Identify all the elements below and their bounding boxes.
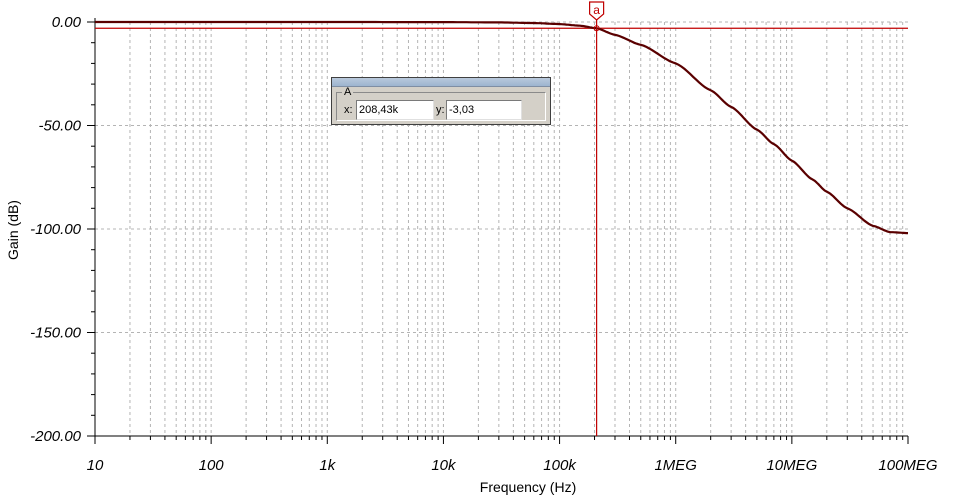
x-tick-label: 1k <box>319 457 336 474</box>
cursor-marker-label: a <box>593 3 600 17</box>
x-tick-label: 100 <box>199 457 225 474</box>
y-tick-label: -50.00 <box>38 118 81 135</box>
y-tick-labels: 0.00 -50.00 -100.00 -150.00 -200.00 <box>30 14 82 445</box>
cursor-point <box>593 25 600 32</box>
x-axis-title: Frequency (Hz) <box>480 479 576 495</box>
x-tick-label: 100MEG <box>878 457 938 474</box>
grid <box>95 21 908 436</box>
x-tick-label: 10 <box>87 457 104 474</box>
panel-titlebar[interactable] <box>332 78 550 87</box>
x-field-label: x: <box>344 104 353 116</box>
cursor-group-box <box>336 92 546 121</box>
series-layer <box>95 20 908 235</box>
y-field-label: y: <box>436 104 445 116</box>
y-tick-label: -200.00 <box>30 428 82 445</box>
x-tick-label: 1MEG <box>654 457 697 474</box>
y-value-field[interactable]: -3,03 <box>446 100 522 120</box>
cursor-group-label: A <box>342 86 354 98</box>
x-tick-label: 100k <box>543 457 577 474</box>
cursor-readout-panel[interactable]: A x: 208,43k y: -3,03 <box>331 77 551 125</box>
cursor-marker <box>589 1 605 21</box>
axes <box>87 18 909 444</box>
gain-trace <box>95 20 908 235</box>
y-tick-label: -150.00 <box>30 325 82 342</box>
x-tick-label: 10k <box>431 457 457 474</box>
x-value-field[interactable]: 208,43k <box>356 100 434 120</box>
x-tick-label: 10MEG <box>766 457 817 474</box>
y-tick-label: -100.00 <box>30 221 82 238</box>
x-tick-labels: 10 100 1k 10k 100k 1MEG 10MEG 100MEG <box>87 457 938 474</box>
cursor-layer[interactable]: a <box>589 1 605 436</box>
y-axis-title: Gain (dB) <box>5 200 21 260</box>
y-tick-label: 0.00 <box>52 14 82 31</box>
